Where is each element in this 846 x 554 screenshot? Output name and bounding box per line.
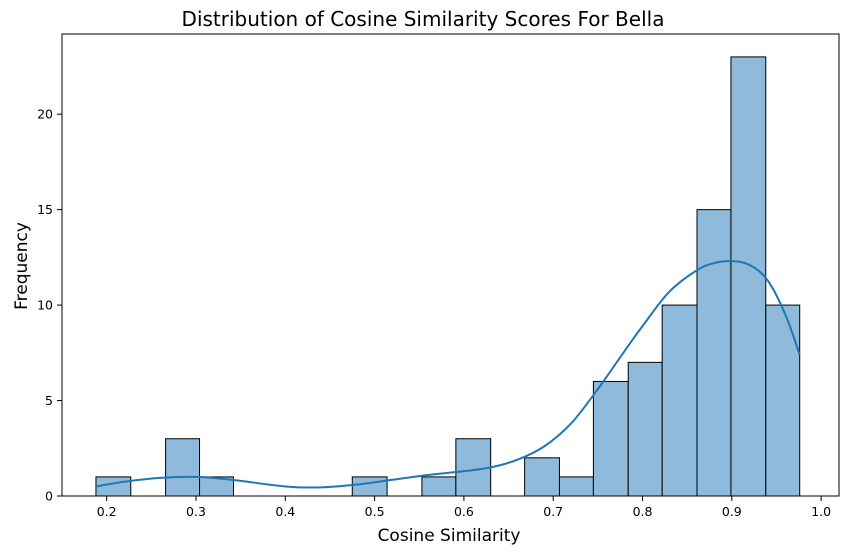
histogram-bar-1 xyxy=(165,438,201,497)
histogram-bar-11 xyxy=(696,209,732,497)
x-tick-label: 0.3 xyxy=(186,504,206,519)
y-axis-ticks: 0 5 10 15 20 xyxy=(37,107,62,504)
histogram-bar-10 xyxy=(661,304,698,497)
chart-title: Distribution of Cosine Similarity Scores… xyxy=(182,7,665,31)
histogram-bar-9 xyxy=(627,361,663,497)
y-tick-label: 20 xyxy=(37,107,53,122)
y-axis-label: Frequency xyxy=(12,222,32,310)
plot-frame xyxy=(61,33,840,497)
x-tick-label: 0.5 xyxy=(365,504,385,519)
histogram-bar-13 xyxy=(765,304,801,497)
y-tick-label: 10 xyxy=(37,298,53,313)
x-axis-ticks: 0.2 0.3 0.4 0.5 0.6 0.7 0.8 0.9 1.0 xyxy=(97,496,831,519)
bars xyxy=(95,56,801,497)
histogram-bar-3 xyxy=(351,476,388,497)
y-tick-label: 0 xyxy=(45,489,53,504)
x-tick-label: 0.8 xyxy=(633,504,653,519)
histogram-bar-7 xyxy=(558,476,594,497)
kde-curve xyxy=(95,260,801,489)
x-tick-label: 1.0 xyxy=(811,504,831,519)
x-tick-label: 0.7 xyxy=(543,504,563,519)
y-tick-label: 5 xyxy=(45,393,53,408)
x-tick-label: 0.6 xyxy=(454,504,474,519)
y-tick-label: 15 xyxy=(37,202,53,217)
x-tick-label: 0.2 xyxy=(97,504,117,519)
histogram-bar-12 xyxy=(730,56,767,497)
histogram-bar-6 xyxy=(524,457,560,497)
x-tick-label: 0.9 xyxy=(722,504,742,519)
x-tick-label: 0.4 xyxy=(275,504,295,519)
histogram-bar-8 xyxy=(592,380,629,497)
x-axis-label: Cosine Similarity xyxy=(378,526,521,546)
histogram-bar-4 xyxy=(421,476,457,497)
